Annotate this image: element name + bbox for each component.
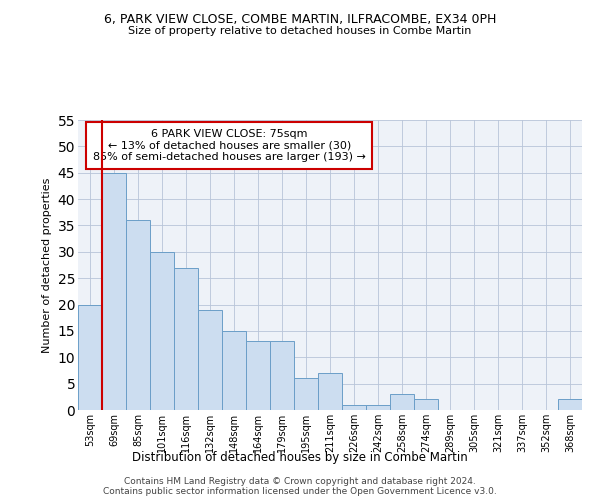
- Text: 6 PARK VIEW CLOSE: 75sqm
← 13% of detached houses are smaller (30)
85% of semi-d: 6 PARK VIEW CLOSE: 75sqm ← 13% of detach…: [93, 128, 365, 162]
- Bar: [198, 310, 222, 410]
- Bar: [222, 331, 246, 410]
- Text: Contains public sector information licensed under the Open Government Licence v3: Contains public sector information licen…: [103, 486, 497, 496]
- Bar: [270, 342, 294, 410]
- Bar: [78, 304, 102, 410]
- Bar: [102, 172, 126, 410]
- Bar: [150, 252, 174, 410]
- Bar: [558, 400, 582, 410]
- Y-axis label: Number of detached properties: Number of detached properties: [42, 178, 52, 352]
- Text: Distribution of detached houses by size in Combe Martin: Distribution of detached houses by size …: [132, 451, 468, 464]
- Bar: [126, 220, 150, 410]
- Bar: [246, 342, 270, 410]
- Bar: [294, 378, 318, 410]
- Bar: [318, 373, 342, 410]
- Text: 6, PARK VIEW CLOSE, COMBE MARTIN, ILFRACOMBE, EX34 0PH: 6, PARK VIEW CLOSE, COMBE MARTIN, ILFRAC…: [104, 12, 496, 26]
- Bar: [342, 404, 366, 410]
- Bar: [390, 394, 414, 410]
- Text: Size of property relative to detached houses in Combe Martin: Size of property relative to detached ho…: [128, 26, 472, 36]
- Text: Contains HM Land Registry data © Crown copyright and database right 2024.: Contains HM Land Registry data © Crown c…: [124, 476, 476, 486]
- Bar: [174, 268, 198, 410]
- Bar: [414, 400, 438, 410]
- Bar: [366, 404, 390, 410]
